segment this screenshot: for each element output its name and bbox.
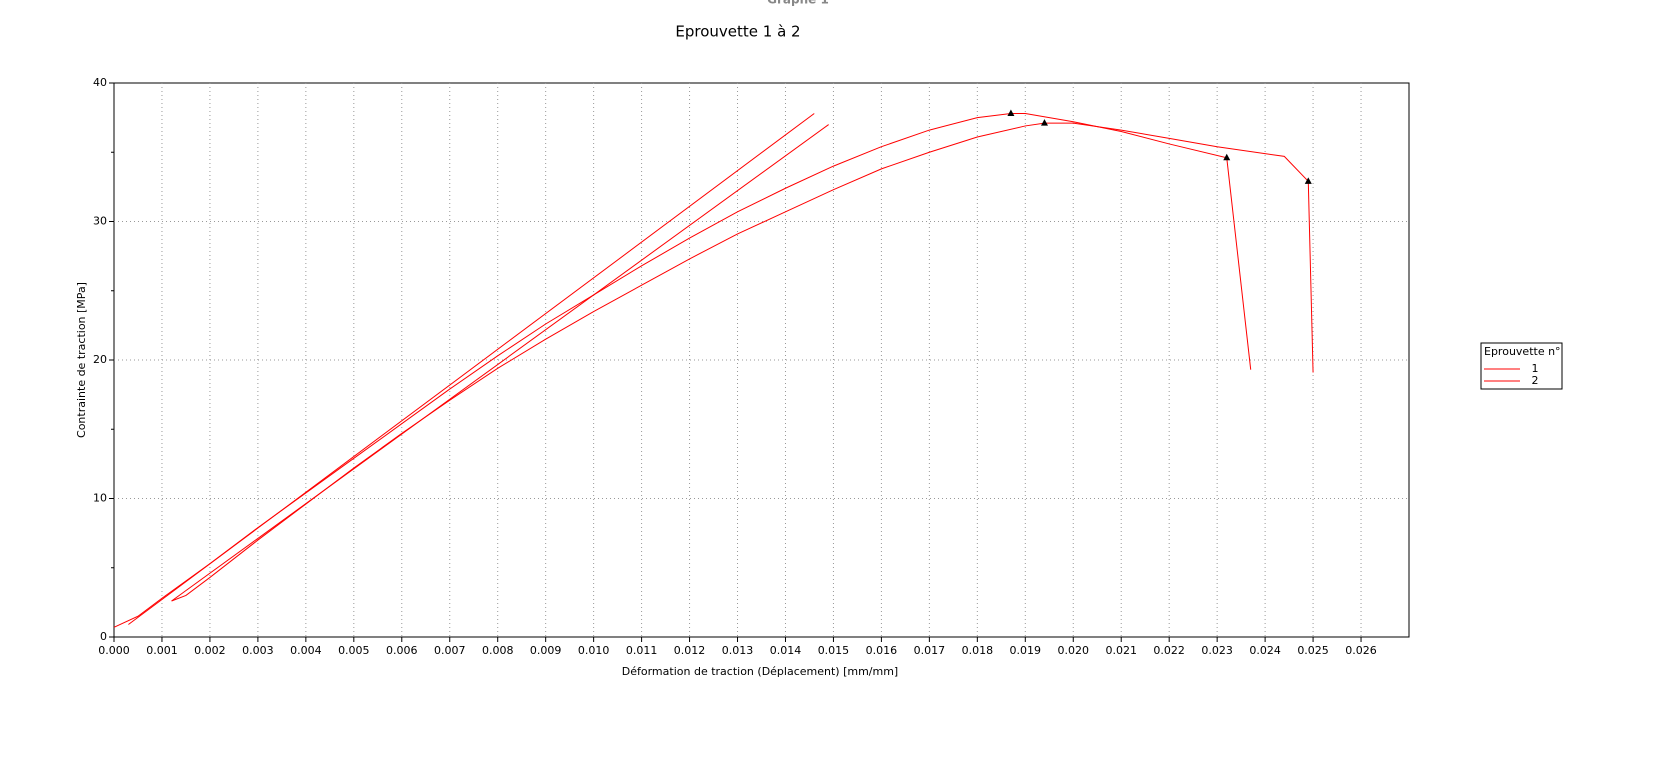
marker [1223,153,1231,161]
series-line [171,122,1314,602]
x-tick-label: 0.021 [1105,644,1137,657]
x-tick-label: 0.026 [1345,644,1377,657]
x-tick-label: 0.007 [434,644,466,657]
x-tick-label: 0.024 [1249,644,1281,657]
legend-label: 1 [1532,362,1539,375]
y-tick-label: 40 [93,76,107,89]
x-tick-label: 0.013 [722,644,754,657]
x-axis-label: Déformation de traction (Déplacement) [m… [622,665,898,678]
x-tick-label: 0.002 [194,644,226,657]
x-tick-label: 0.001 [146,644,178,657]
marker [1040,119,1048,126]
fit-line [171,124,829,602]
x-tick-label: 0.014 [770,644,802,657]
y-tick-label: 20 [93,353,107,366]
x-tick-label: 0.000 [98,644,130,657]
x-tick-label: 0.023 [1201,644,1233,657]
x-tick-label: 0.017 [914,644,946,657]
legend-title: Eprouvette n° [1484,345,1561,358]
x-tick-label: 0.005 [338,644,370,657]
x-tick-label: 0.019 [1010,644,1042,657]
chart-header: Graphe 1 [767,0,829,7]
x-tick-label: 0.025 [1297,644,1329,657]
x-tick-label: 0.011 [626,644,658,657]
x-tick-label: 0.004 [290,644,322,657]
x-tick-label: 0.009 [530,644,562,657]
legend-label: 2 [1532,374,1539,387]
series-line [113,112,1252,628]
chart-title: Eprouvette 1 à 2 [675,23,800,41]
x-tick-label: 0.006 [386,644,418,657]
x-tick-label: 0.016 [866,644,898,657]
x-tick-label: 0.015 [818,644,850,657]
x-tick-label: 0.020 [1058,644,1090,657]
x-tick-label: 0.018 [962,644,994,657]
x-tick-label: 0.022 [1153,644,1185,657]
x-tick-label: 0.012 [674,644,706,657]
x-tick-label: 0.010 [578,644,610,657]
x-tick-label: 0.003 [242,644,274,657]
y-tick-label: 0 [100,630,107,643]
y-axis-label: Contrainte de traction [MPa] [75,282,88,438]
marker [1007,109,1015,116]
marker [1304,177,1312,184]
x-tick-label: 0.008 [482,644,514,657]
y-tick-label: 10 [93,492,107,505]
y-tick-label: 30 [93,215,107,228]
